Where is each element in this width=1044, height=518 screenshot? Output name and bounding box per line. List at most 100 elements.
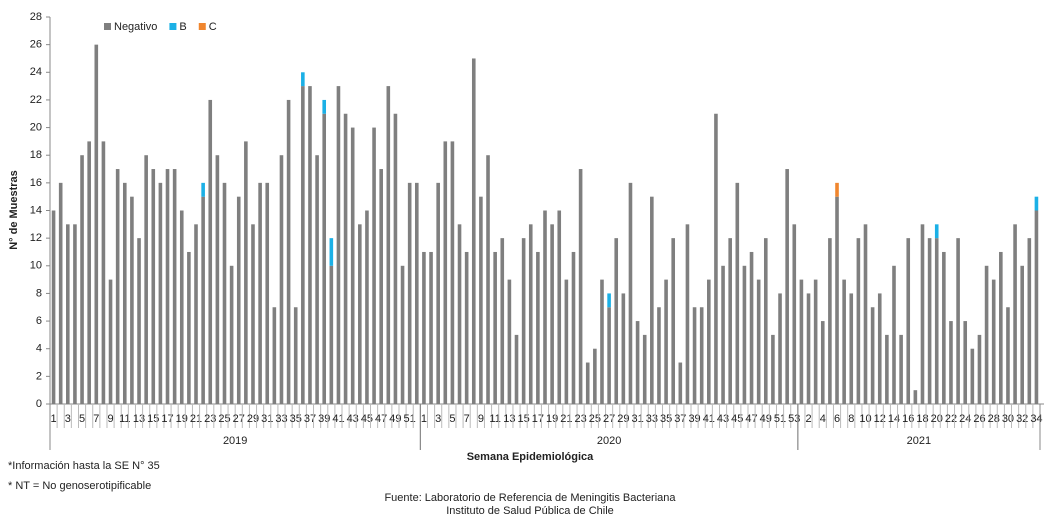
x-tick-label: 19 <box>176 413 188 425</box>
legend-swatch <box>198 23 206 30</box>
x-tick-label: 4 <box>820 413 826 425</box>
x-tick-label: 11 <box>489 413 500 425</box>
bar-segment <box>172 169 177 404</box>
legend-label: Negativo <box>114 21 157 33</box>
x-tick-label: 16 <box>902 413 914 425</box>
bar-segment <box>73 224 77 404</box>
bar-segment <box>642 334 647 404</box>
bar-segment <box>187 251 191 404</box>
group-label: 2020 <box>597 435 621 447</box>
x-tick-label: 37 <box>674 413 686 425</box>
x-tick-label: 15 <box>147 413 159 425</box>
bar-segment <box>977 334 982 404</box>
bar-segment <box>94 44 99 405</box>
bar-segment <box>678 362 683 404</box>
x-tick-label: 53 <box>788 413 800 425</box>
y-tick-label: 14 <box>30 204 42 216</box>
bar-segment <box>792 224 797 404</box>
bar-segment <box>699 307 704 404</box>
x-tick-label: 13 <box>133 413 145 425</box>
x-tick-label: 39 <box>318 413 330 425</box>
bar-segment <box>920 224 925 404</box>
bar-segment <box>393 113 398 404</box>
bar-segment <box>528 224 533 404</box>
bar-segment <box>550 224 554 404</box>
bar-segment <box>365 210 369 404</box>
bar-segment <box>614 238 619 404</box>
x-tick-label: 47 <box>375 413 387 425</box>
bar-segment <box>429 251 433 404</box>
bar-segment <box>707 279 711 404</box>
bar-segment <box>400 265 405 404</box>
x-tick-label: 10 <box>859 413 871 425</box>
bar-segment <box>913 390 918 404</box>
x-tick-label: 34 <box>1030 413 1042 425</box>
x-tick-label: 29 <box>247 413 259 425</box>
bar-segment <box>514 334 519 404</box>
x-axis-title: Semana Epidemiológica <box>467 451 594 463</box>
bar-segment <box>892 265 896 404</box>
x-tick-label: 51 <box>774 413 786 425</box>
x-tick-label: 6 <box>834 413 840 425</box>
bar-segment <box>877 293 882 404</box>
bar-segment <box>771 334 775 404</box>
x-tick-label: 32 <box>1016 413 1028 425</box>
bar-segment <box>208 99 213 404</box>
bar-segment <box>329 238 334 266</box>
bar-segment <box>158 182 163 404</box>
bar-segment <box>372 127 376 405</box>
bar-segment <box>215 155 220 404</box>
bar-segment <box>486 155 490 404</box>
x-tick-label: 11 <box>119 413 130 425</box>
y-tick-label: 18 <box>30 149 42 161</box>
x-tick-label: 33 <box>275 413 287 425</box>
bar-segment <box>358 224 362 404</box>
x-tick-label: 41 <box>703 413 715 425</box>
bar-segment <box>115 169 120 404</box>
x-tick-label: 35 <box>290 413 302 425</box>
bar-segment <box>58 182 63 404</box>
x-tick-label: 2 <box>805 413 811 425</box>
bar-segment <box>130 196 134 404</box>
bar-segment <box>742 265 747 404</box>
bar-segment <box>1013 224 1017 404</box>
bar-segment <box>835 196 839 404</box>
x-tick-label: 19 <box>546 413 558 425</box>
bar-segment <box>101 141 106 404</box>
y-tick-label: 6 <box>36 315 42 327</box>
x-tick-label: 1 <box>50 413 56 425</box>
bar-segment <box>949 321 953 404</box>
bar-segment <box>536 251 540 404</box>
x-tick-label: 45 <box>731 413 743 425</box>
bar-segment <box>521 238 526 404</box>
bar-segment <box>564 279 569 404</box>
bar-segment <box>251 224 255 404</box>
bar-segment <box>778 293 782 404</box>
bar-segment <box>934 238 939 404</box>
bar-segment <box>443 141 448 404</box>
bar-segment <box>870 307 875 404</box>
bar-segment <box>756 279 761 404</box>
x-tick-label: 17 <box>161 413 173 425</box>
y-axis-title: N° de Muestras <box>8 170 20 250</box>
x-tick-label: 5 <box>79 413 85 425</box>
source: Instituto de Salud Pública de Chile <box>446 505 614 517</box>
y-tick-label: 22 <box>30 94 42 106</box>
bar-segment <box>934 224 939 239</box>
x-tick-label: 39 <box>688 413 700 425</box>
bar-segment <box>671 238 676 404</box>
bar-segment <box>144 155 148 404</box>
bar-segment <box>813 279 818 404</box>
x-tick-label: 13 <box>503 413 515 425</box>
x-tick-label: 27 <box>603 413 615 425</box>
x-tick-label: 23 <box>204 413 216 425</box>
bar-segment <box>849 293 854 404</box>
bar-segment <box>436 182 440 404</box>
x-tick-label: 31 <box>261 413 273 425</box>
y-tick-label: 8 <box>36 287 42 299</box>
bar-segment <box>386 86 391 404</box>
bar-segment <box>984 265 989 404</box>
bar-segment <box>343 113 348 404</box>
legend-swatch <box>169 23 177 30</box>
